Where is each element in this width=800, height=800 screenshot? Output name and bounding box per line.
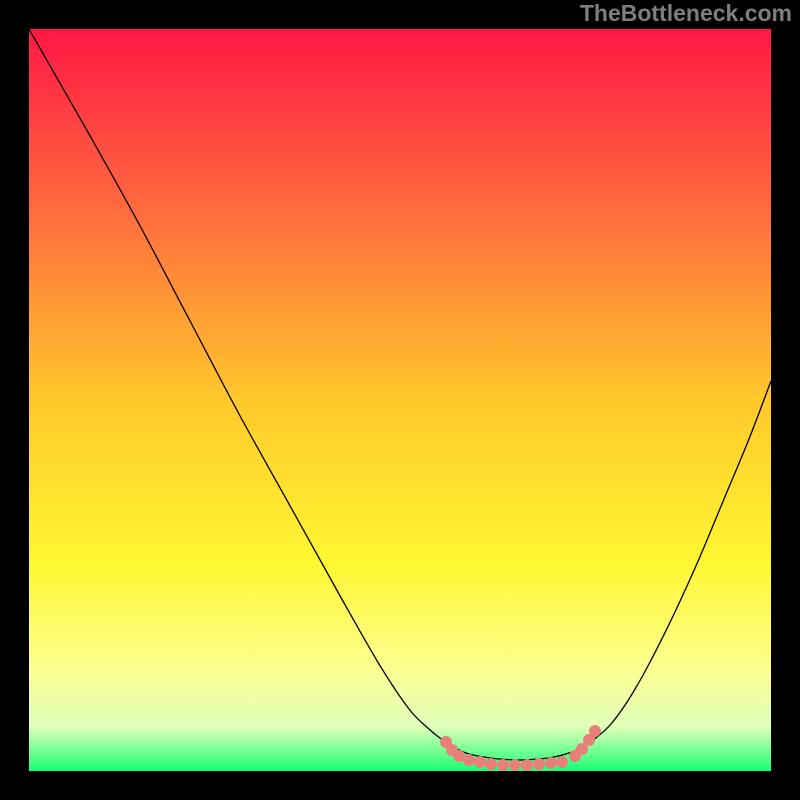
watermark-label: TheBottleneck.com <box>580 0 792 27</box>
marker-dot <box>545 757 557 769</box>
chart-background <box>29 29 771 771</box>
marker-dot <box>485 758 497 770</box>
marker-dot <box>497 759 509 771</box>
chart-stage: TheBottleneck.com <box>0 0 800 800</box>
marker-dot <box>533 758 545 770</box>
marker-dot <box>589 725 601 737</box>
bottleneck-chart <box>29 29 771 771</box>
marker-dot <box>463 754 475 766</box>
marker-dot <box>556 756 568 768</box>
marker-dot <box>521 759 533 771</box>
marker-dot <box>474 756 486 768</box>
marker-dot <box>509 759 521 771</box>
